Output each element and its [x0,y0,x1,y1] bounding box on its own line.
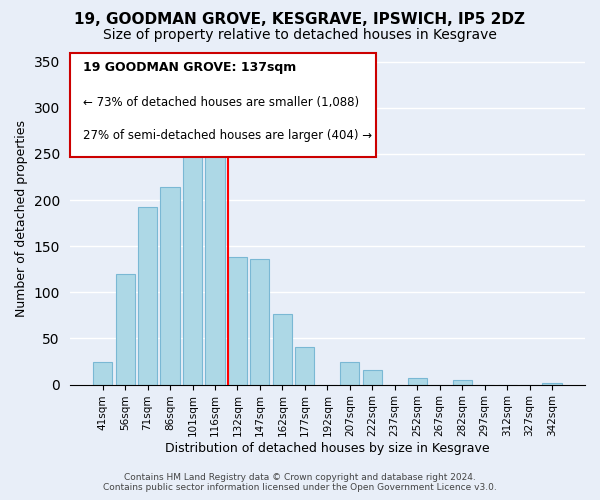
Bar [407,378,427,384]
Bar [295,347,314,385]
Text: ← 73% of detached houses are smaller (1,088): ← 73% of detached houses are smaller (1,… [83,96,359,108]
Bar [160,187,179,384]
Text: Contains HM Land Registry data © Crown copyright and database right 2024.
Contai: Contains HM Land Registry data © Crown c… [103,473,497,492]
Bar [542,383,562,384]
Bar [138,206,157,384]
Bar [93,362,112,384]
Text: Size of property relative to detached houses in Kesgrave: Size of property relative to detached ho… [103,28,497,42]
Y-axis label: Number of detached properties: Number of detached properties [15,120,28,317]
Text: 19, GOODMAN GROVE, KESGRAVE, IPSWICH, IP5 2DZ: 19, GOODMAN GROVE, KESGRAVE, IPSWICH, IP… [74,12,526,28]
X-axis label: Distribution of detached houses by size in Kesgrave: Distribution of detached houses by size … [165,442,490,455]
FancyBboxPatch shape [70,52,376,157]
Bar [363,370,382,384]
Bar [273,314,292,384]
Bar [340,362,359,384]
Text: 27% of semi-detached houses are larger (404) →: 27% of semi-detached houses are larger (… [83,129,371,142]
Bar [452,380,472,384]
Bar [183,143,202,384]
Bar [205,156,224,384]
Bar [228,258,247,384]
Text: 19 GOODMAN GROVE: 137sqm: 19 GOODMAN GROVE: 137sqm [83,61,296,74]
Bar [116,274,134,384]
Bar [250,259,269,384]
